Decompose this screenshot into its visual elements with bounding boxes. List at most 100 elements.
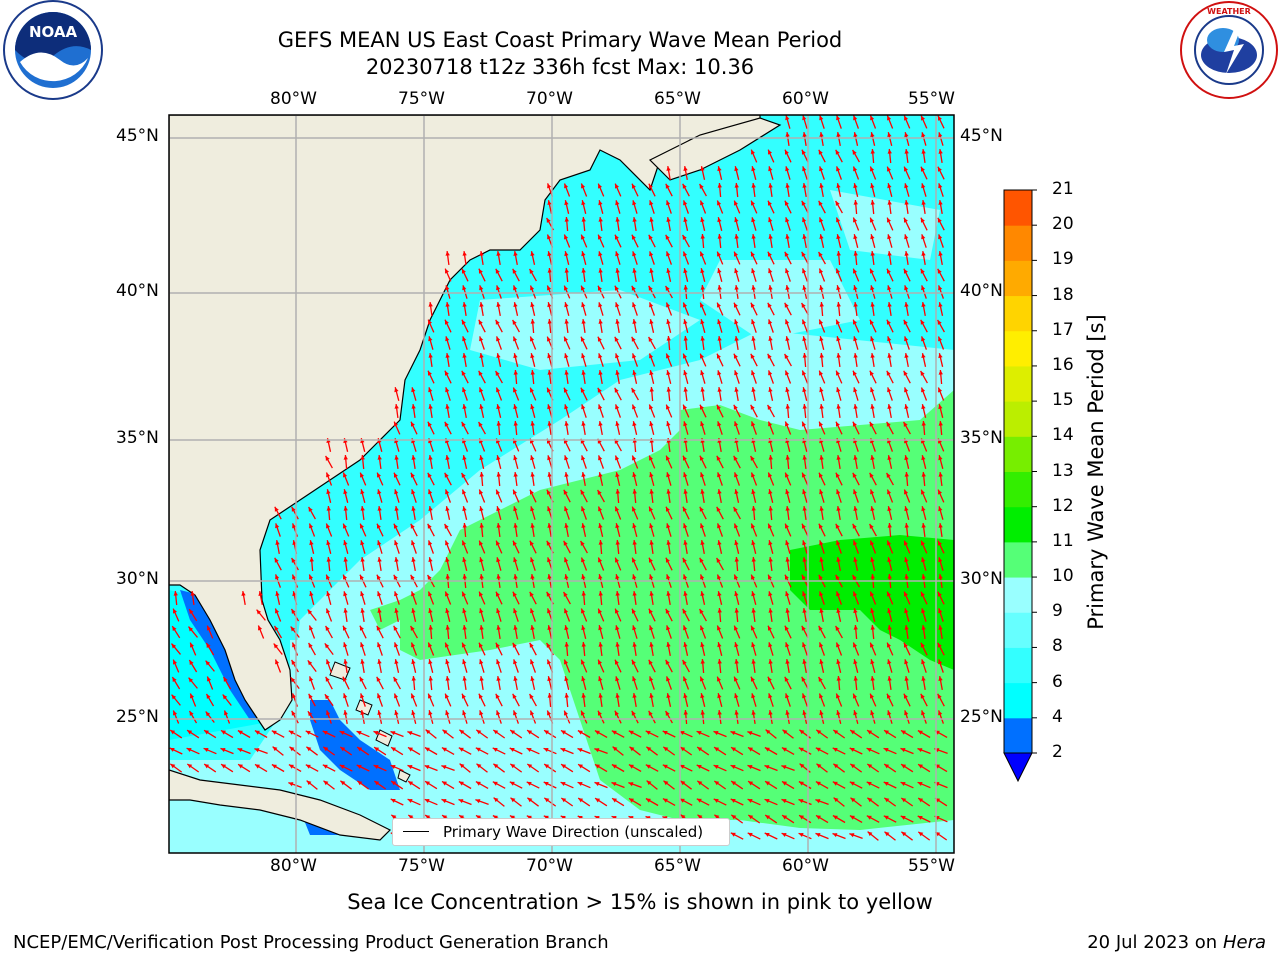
wave-arrow-head	[598, 302, 603, 308]
footer-machine: Hera	[1222, 932, 1266, 953]
wave-arrow-head	[666, 472, 671, 478]
wave-arrow-head	[237, 748, 243, 753]
wave-arrow-head	[275, 540, 280, 545]
wave-arrow-head	[683, 574, 688, 580]
wave-arrow-head	[666, 251, 671, 257]
wave-arrow-head	[836, 421, 840, 427]
wave-arrow-head	[938, 659, 943, 665]
wave-arrow-head	[818, 625, 823, 631]
wave-arrow-head	[237, 730, 243, 735]
wave-arrow-head	[683, 302, 688, 308]
wave-arrow-head	[377, 557, 382, 562]
wave-arrow-head	[509, 781, 515, 786]
wave-arrow-head	[802, 336, 807, 342]
wave-arrow-head	[425, 781, 430, 786]
wave-arrow-head	[530, 302, 535, 308]
wave-arrow-head	[292, 642, 297, 648]
wave-arrow-head	[290, 677, 296, 683]
wave-arrow-head	[564, 370, 569, 375]
wave-arrow-head	[747, 832, 753, 837]
wave-arrow-head	[326, 608, 331, 614]
wave-arrow-head	[564, 404, 569, 410]
wave-arrow-head	[801, 149, 806, 155]
wave-arrow-head	[938, 506, 943, 512]
wave-arrow-head	[445, 608, 450, 614]
wave-arrow-head	[410, 523, 415, 529]
wave-arrow-head	[598, 217, 603, 222]
wave-arrow-head	[594, 782, 600, 787]
wave-arrow-head	[904, 166, 908, 172]
wave-arrow-head	[853, 455, 858, 460]
wave-arrow-head	[325, 455, 330, 461]
wave-arrow-head	[560, 782, 566, 786]
wave-arrow-head	[901, 764, 907, 769]
wave-arrow-head	[479, 591, 483, 597]
wave-arrow-head	[598, 234, 602, 240]
lat-label-right-40n: 40°N	[960, 281, 1003, 301]
wave-arrow-head	[853, 387, 858, 393]
wave-arrow-head	[445, 557, 450, 563]
wave-arrow-head	[393, 676, 398, 682]
wave-arrow-head	[614, 710, 619, 716]
wave-arrow-head	[785, 149, 789, 155]
wave-arrow-head	[853, 200, 858, 205]
wave-arrow-head	[547, 370, 552, 375]
wave-arrow-head	[764, 747, 770, 752]
wave-arrow-head	[870, 234, 875, 240]
wave-arrow-head	[768, 455, 773, 460]
wave-arrow-head	[360, 710, 365, 715]
wave-arrow-head	[479, 642, 483, 648]
wave-arrow-head	[221, 730, 226, 735]
colorbar-tick-label: 11	[1052, 530, 1074, 551]
wave-arrow-head	[445, 642, 449, 648]
wave-arrow-head	[496, 285, 501, 291]
wave-arrow-head	[870, 387, 875, 393]
wave-arrow-head	[785, 183, 790, 188]
wave-arrow-head	[632, 455, 637, 461]
colorbar-tick-label: 16	[1052, 354, 1074, 375]
wave-arrow-head	[683, 217, 688, 222]
wave-arrow-head	[581, 472, 586, 477]
wave-arrow-head	[428, 625, 433, 630]
wave-arrow-head	[921, 200, 926, 205]
wave-arrow-head	[836, 285, 841, 291]
wave-arrow-head	[444, 523, 449, 529]
wave-arrow-head	[343, 506, 348, 511]
wave-arrow-head	[187, 730, 193, 735]
wave-arrow-head	[768, 523, 772, 529]
wave-arrow-head	[853, 115, 858, 121]
wave-arrow-head	[815, 833, 821, 838]
wave-arrow-head	[578, 798, 584, 803]
wave-arrow-head	[819, 268, 824, 274]
wave-arrow-head	[171, 643, 177, 649]
wave-arrow-head	[802, 557, 807, 562]
wave-arrow-head	[852, 421, 857, 427]
wave-arrow-head	[564, 642, 569, 647]
wave-arrow-head	[683, 319, 688, 325]
lon-label-bottom-80w: 80°W	[270, 856, 317, 876]
wave-arrow-head	[884, 831, 890, 837]
wave-arrow-head	[802, 217, 807, 223]
wave-arrow-head	[937, 693, 942, 699]
wave-arrow-head	[733, 404, 738, 410]
wave-arrow-head	[615, 489, 620, 494]
wave-arrow-head	[751, 234, 756, 239]
wave-arrow-head	[462, 557, 467, 563]
wave-arrow-head	[887, 251, 892, 256]
wave-arrow-head	[853, 166, 858, 172]
wave-arrow-head	[564, 472, 569, 477]
wave-arrow-head	[360, 574, 364, 580]
wave-arrow-head	[852, 472, 857, 478]
wave-arrow-head	[645, 730, 651, 735]
wave-arrow-head	[904, 625, 909, 630]
wave-arrow-head	[445, 302, 450, 307]
wave-arrow-head	[462, 455, 467, 460]
wave-arrow-head	[628, 730, 634, 735]
wave-arrow-head	[513, 557, 518, 563]
wave-arrow-head	[649, 489, 654, 494]
wave-arrow-head	[836, 319, 840, 325]
wave-arrow-head	[615, 353, 620, 359]
wave-arrow-head	[734, 200, 738, 206]
wave-arrow-head	[751, 506, 756, 511]
wave-arrow-head	[309, 574, 314, 580]
